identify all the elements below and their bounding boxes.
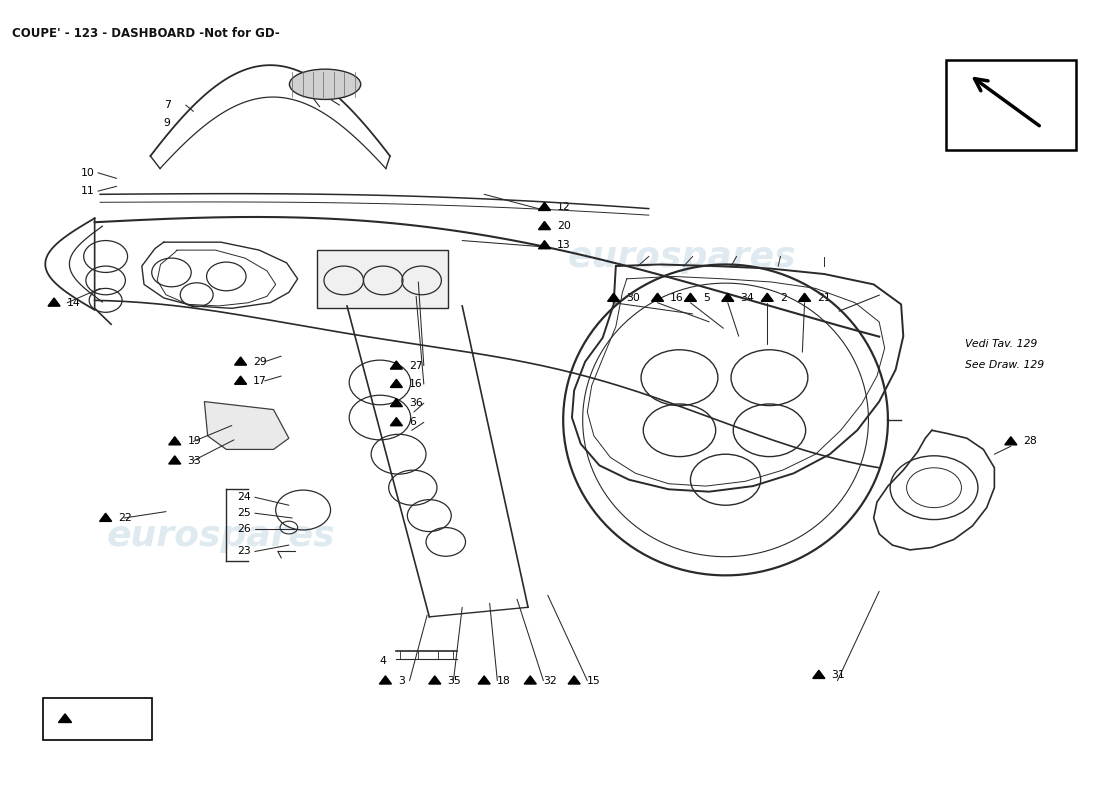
Polygon shape: [539, 222, 550, 230]
Polygon shape: [607, 294, 619, 302]
Polygon shape: [390, 361, 403, 369]
Polygon shape: [390, 379, 403, 387]
Polygon shape: [168, 456, 180, 464]
Polygon shape: [168, 437, 180, 445]
Text: = 1: = 1: [78, 712, 99, 726]
Polygon shape: [684, 294, 696, 302]
Polygon shape: [539, 241, 550, 249]
Polygon shape: [478, 676, 491, 684]
Text: 29: 29: [253, 357, 267, 366]
Text: Vedi Tav. 129: Vedi Tav. 129: [965, 339, 1037, 349]
Text: 24: 24: [238, 492, 251, 502]
Polygon shape: [722, 294, 734, 302]
Polygon shape: [1004, 437, 1016, 445]
Polygon shape: [799, 294, 811, 302]
Polygon shape: [234, 376, 246, 384]
Text: 12: 12: [557, 202, 571, 212]
Polygon shape: [379, 676, 392, 684]
Text: 14: 14: [67, 298, 80, 308]
Text: 33: 33: [187, 455, 201, 466]
FancyBboxPatch shape: [946, 59, 1076, 150]
Text: 21: 21: [817, 293, 830, 303]
Text: 8: 8: [339, 90, 346, 101]
Polygon shape: [205, 402, 289, 450]
Text: 30: 30: [626, 293, 640, 303]
Text: 23: 23: [238, 546, 251, 557]
Polygon shape: [525, 676, 537, 684]
Text: 28: 28: [1023, 437, 1037, 446]
Text: 16: 16: [409, 379, 422, 389]
Text: 18: 18: [497, 676, 510, 686]
Polygon shape: [429, 676, 441, 684]
Text: 7: 7: [164, 100, 170, 110]
Polygon shape: [813, 670, 825, 678]
Text: COUPE' - 123 - DASHBOARD -Not for GD-: COUPE' - 123 - DASHBOARD -Not for GD-: [12, 27, 280, 40]
Text: eurospares: eurospares: [107, 518, 336, 553]
Text: 25: 25: [238, 508, 251, 518]
Polygon shape: [651, 294, 663, 302]
Text: 6: 6: [409, 418, 416, 427]
Text: 26: 26: [238, 524, 251, 534]
Text: 31: 31: [832, 670, 845, 680]
Text: eurospares: eurospares: [568, 239, 796, 274]
Text: 13: 13: [557, 240, 571, 250]
Text: 2: 2: [780, 293, 786, 303]
Text: 32: 32: [543, 676, 557, 686]
Text: 10: 10: [80, 168, 95, 178]
Text: 3: 3: [398, 676, 405, 686]
Polygon shape: [100, 514, 112, 522]
Polygon shape: [539, 202, 550, 210]
Ellipse shape: [289, 69, 361, 99]
Text: 11: 11: [80, 186, 95, 196]
Polygon shape: [568, 676, 580, 684]
Polygon shape: [48, 298, 60, 306]
Text: 27: 27: [409, 361, 422, 370]
Text: 20: 20: [557, 222, 571, 231]
Text: 15: 15: [586, 676, 601, 686]
Text: 19: 19: [187, 437, 201, 446]
FancyBboxPatch shape: [43, 698, 152, 740]
Text: 35: 35: [448, 676, 461, 686]
Text: 17: 17: [253, 376, 267, 386]
Text: 34: 34: [740, 293, 755, 303]
Text: 22: 22: [118, 513, 132, 523]
Text: 36: 36: [409, 398, 422, 408]
Text: 9: 9: [164, 118, 170, 127]
Polygon shape: [390, 398, 403, 406]
Polygon shape: [390, 418, 403, 426]
Text: See Draw. 129: See Draw. 129: [965, 360, 1044, 370]
Polygon shape: [761, 294, 773, 302]
Text: 16: 16: [670, 293, 684, 303]
Text: 4: 4: [379, 657, 387, 666]
Polygon shape: [234, 357, 246, 365]
Polygon shape: [58, 714, 72, 722]
Text: 5: 5: [703, 293, 710, 303]
FancyBboxPatch shape: [318, 250, 448, 307]
